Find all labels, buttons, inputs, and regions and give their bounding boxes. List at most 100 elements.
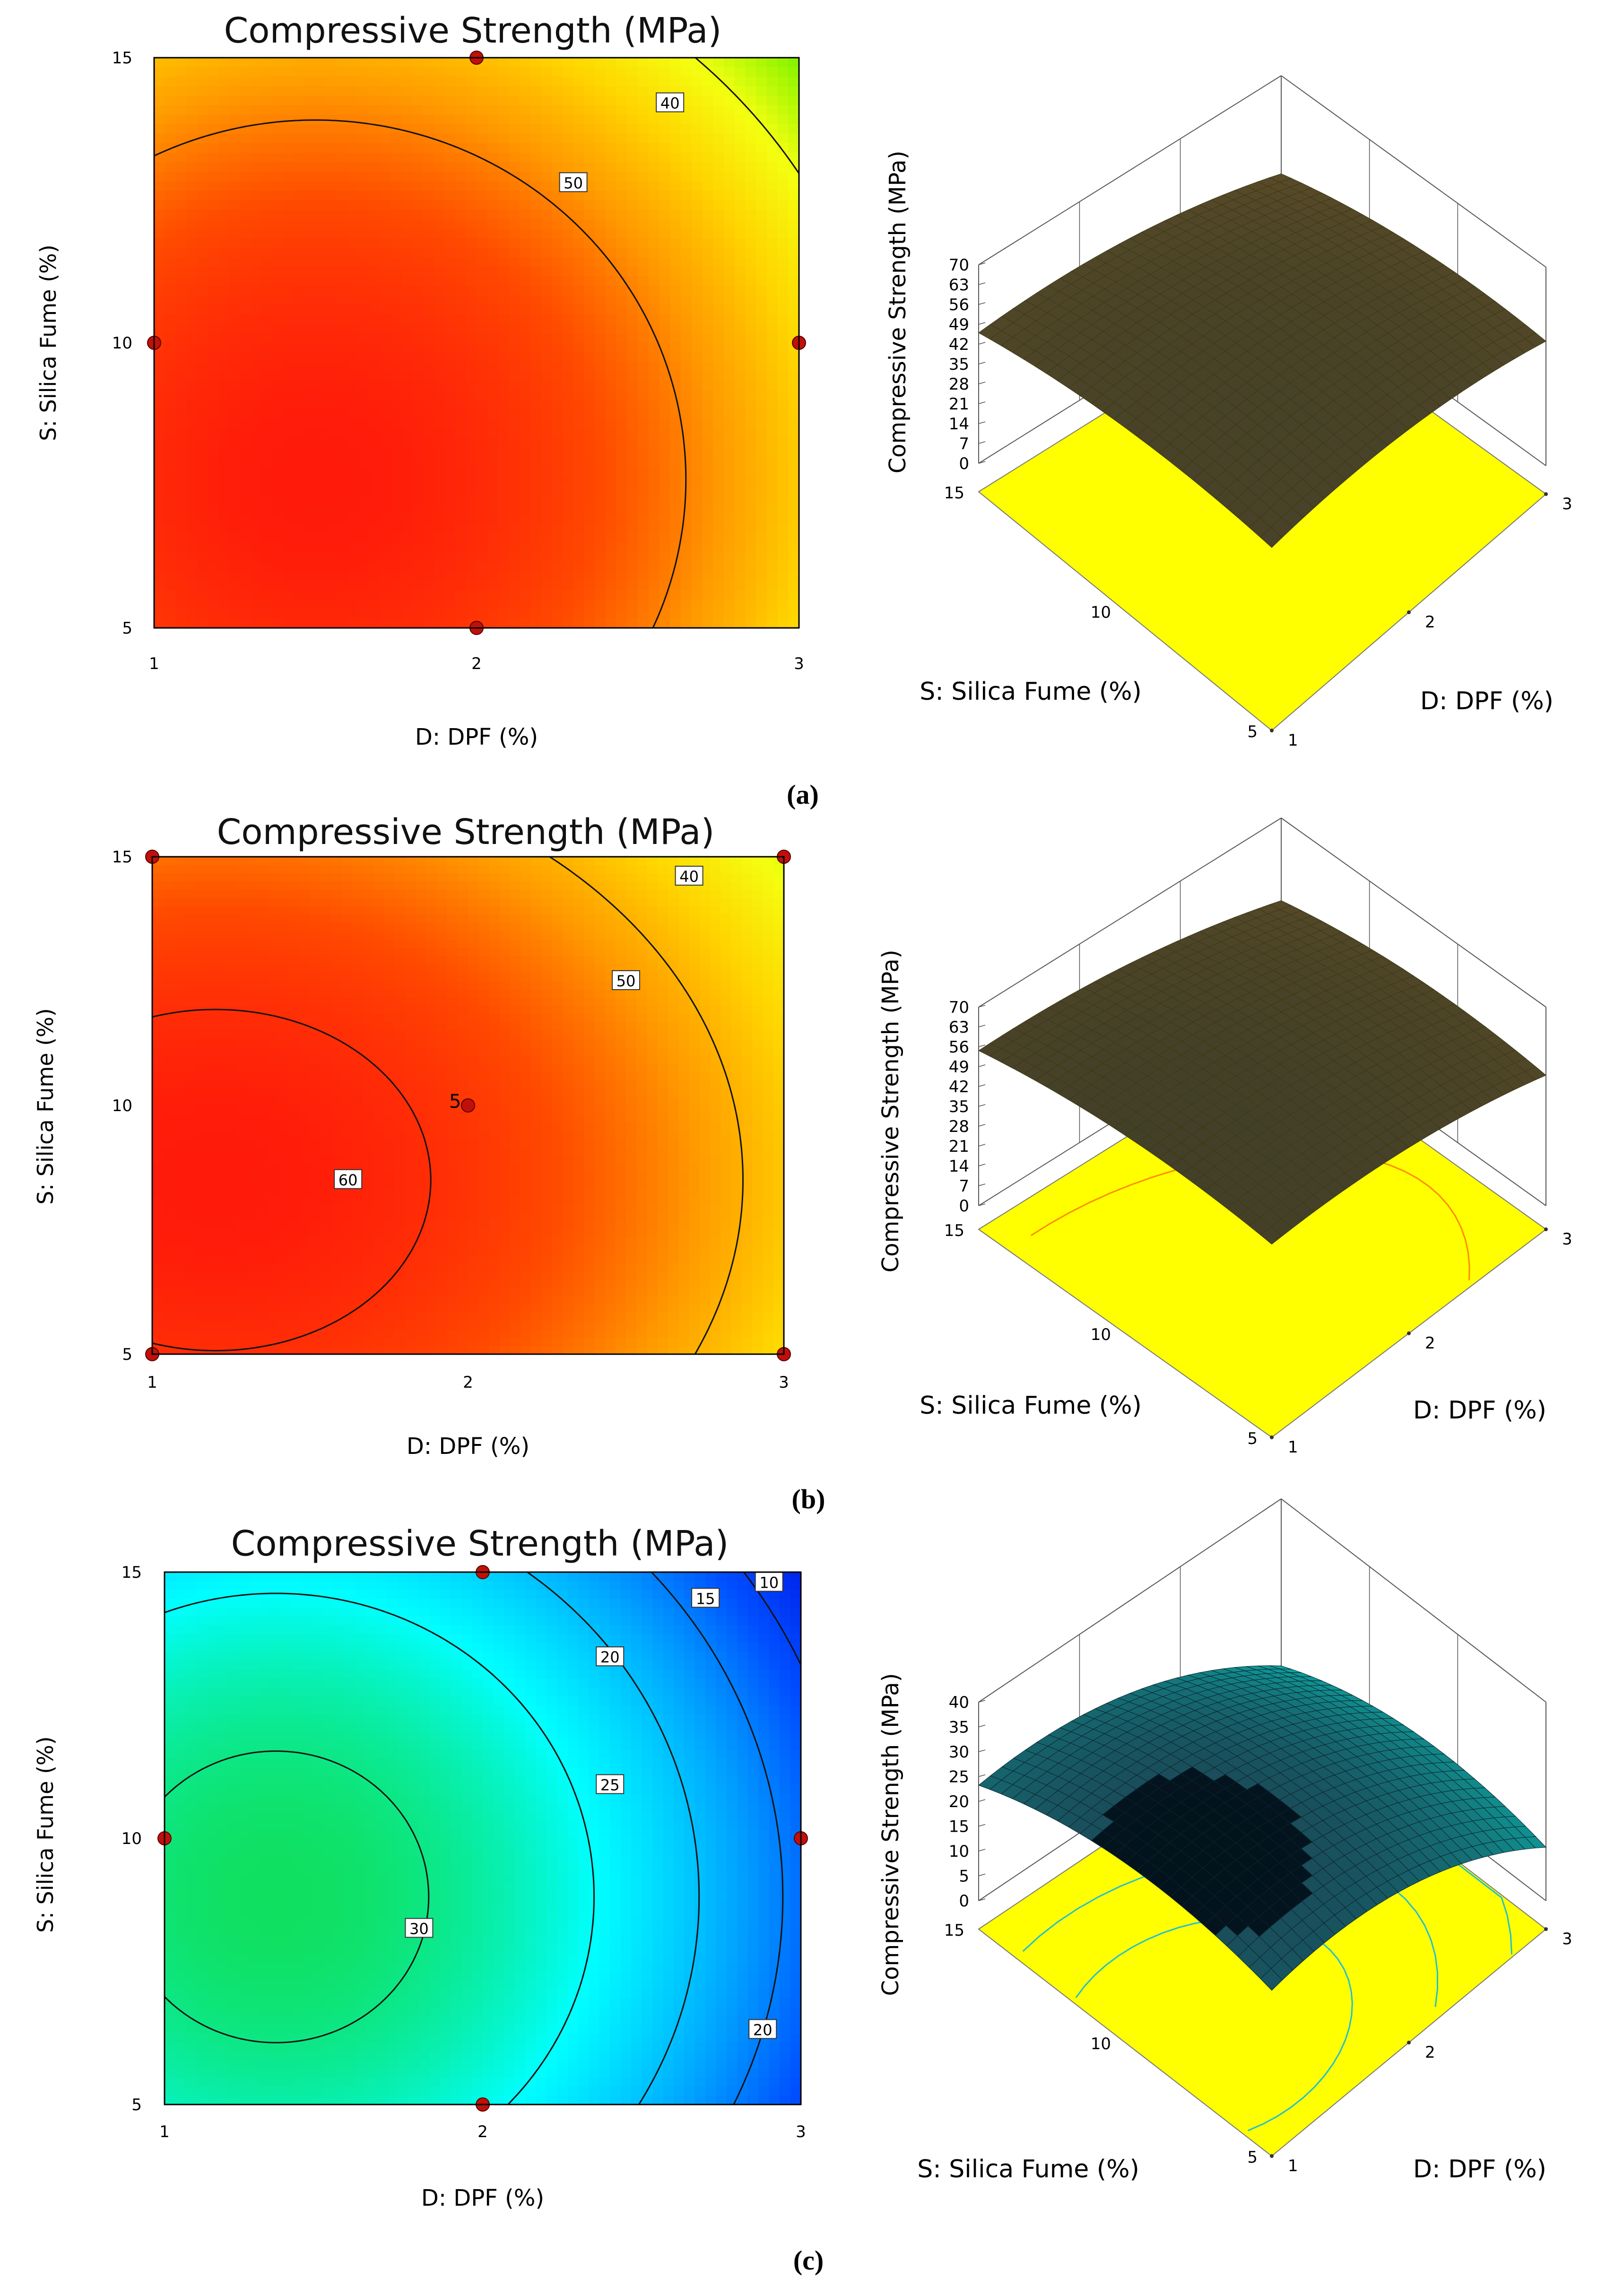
heat-cell	[638, 333, 649, 343]
heat-cell	[229, 343, 241, 353]
heat-cell	[412, 105, 424, 115]
heat-cell	[487, 323, 499, 334]
heat-cell	[369, 181, 381, 191]
heat-cell	[745, 457, 756, 467]
heat-cell	[552, 552, 563, 562]
heat-cell	[289, 914, 300, 923]
heat-cell	[369, 267, 381, 277]
heat-cell	[509, 580, 520, 591]
heat-cell	[752, 873, 764, 882]
heat-cell	[616, 77, 627, 87]
heat-cell	[165, 314, 176, 324]
heat-cell	[152, 890, 164, 899]
heat-cell	[347, 362, 359, 372]
z-tick-mark	[978, 262, 986, 265]
heat-cell	[391, 504, 402, 514]
heat-cell	[562, 457, 574, 467]
heat-cell	[595, 504, 606, 514]
heat-cell	[541, 295, 552, 305]
heat-cell	[605, 267, 617, 277]
heat-cell	[723, 77, 735, 87]
heat-cell	[777, 609, 789, 619]
heat-cell	[595, 228, 606, 239]
heat-cell	[595, 447, 606, 457]
heat-cell	[734, 495, 746, 505]
heat-cell	[680, 200, 692, 210]
heat-cell	[756, 162, 767, 172]
heat-cell	[321, 857, 332, 866]
heat-cell	[573, 228, 585, 239]
heat-cell	[369, 343, 381, 353]
heat-cell	[268, 939, 279, 948]
heat-cell	[562, 485, 574, 496]
heat-cell	[261, 314, 273, 324]
surface-s-tick: 15	[944, 484, 964, 503]
heat-cell	[573, 523, 585, 533]
heat-cell	[251, 457, 262, 467]
heat-cell	[680, 438, 692, 448]
heat-cell	[197, 105, 208, 115]
heat-cell	[595, 352, 606, 362]
heat-cell	[766, 580, 778, 591]
heat-cell	[648, 590, 660, 600]
heat-cell	[434, 153, 445, 163]
heat-cell	[154, 513, 165, 524]
heat-cell	[541, 333, 552, 343]
heat-cell	[226, 873, 237, 882]
heat-cell	[721, 873, 732, 882]
heat-cell	[294, 552, 305, 562]
heat-cell	[745, 114, 756, 125]
heat-cell	[173, 906, 184, 915]
heat-cell	[425, 906, 437, 915]
heat-cell	[268, 898, 279, 907]
heat-cell	[229, 200, 241, 210]
heat-cell	[331, 931, 342, 940]
heat-cell	[583, 939, 595, 948]
heat-cell	[756, 276, 767, 287]
heat-cell	[466, 561, 477, 572]
heat-cell	[541, 124, 552, 134]
heat-cell	[509, 495, 520, 505]
heat-cell	[689, 857, 700, 866]
heat-cell	[541, 939, 553, 948]
heat-cell	[766, 162, 778, 172]
heat-cell	[218, 400, 230, 410]
heat-cell	[627, 409, 638, 419]
heat-cell	[369, 333, 381, 343]
heat-cell	[208, 191, 219, 201]
heat-cell	[605, 438, 617, 448]
contour-label-40: 40	[660, 94, 680, 112]
heat-cell	[380, 153, 391, 163]
heat-cell	[745, 561, 756, 572]
heat-cell	[186, 466, 198, 477]
heat-cell	[563, 890, 574, 899]
heat-cell	[702, 571, 713, 581]
heat-cell	[175, 352, 187, 362]
heat-cell	[659, 314, 670, 324]
heat-cell	[541, 343, 552, 353]
heat-cell	[627, 485, 638, 496]
heat-cell	[498, 228, 509, 239]
heat-cell	[466, 181, 477, 191]
heat-cell	[670, 124, 681, 134]
heat-cell	[562, 267, 574, 277]
heat-cell	[358, 504, 370, 514]
heat-cell	[691, 590, 703, 600]
heat-cell	[347, 314, 359, 324]
heat-cell	[734, 418, 746, 429]
heat-cell	[584, 314, 595, 324]
heat-cell	[251, 314, 262, 324]
heat-cell	[573, 890, 584, 899]
heat-cell	[226, 857, 237, 866]
heat-cell	[175, 238, 187, 248]
heat-cell	[734, 466, 746, 477]
heat-cell	[466, 523, 477, 533]
heat-cell	[444, 172, 456, 182]
heat-cell	[268, 906, 279, 915]
heat-cell	[444, 67, 456, 77]
heat-cell	[659, 304, 670, 315]
heat-cell	[763, 931, 774, 940]
heat-cell	[530, 352, 542, 362]
heat-cell	[670, 438, 681, 448]
heat-cell	[777, 476, 789, 486]
